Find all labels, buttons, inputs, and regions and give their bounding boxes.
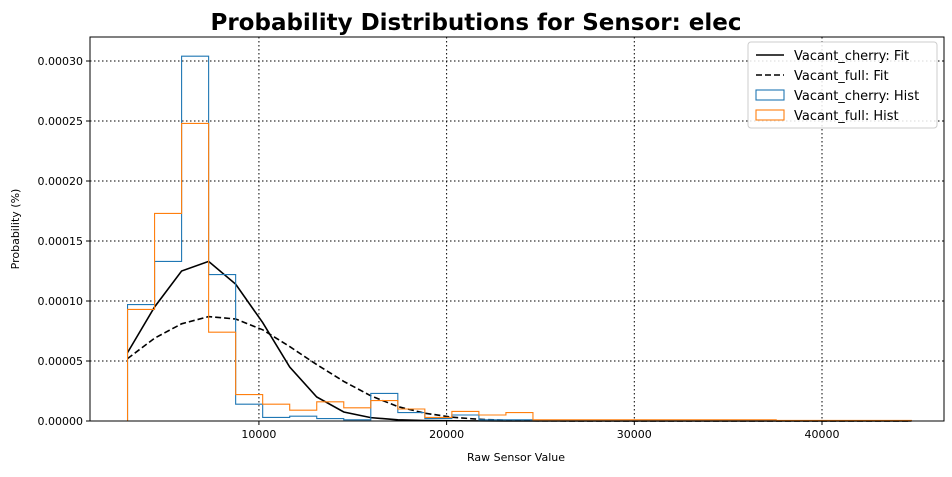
legend-entry-label: Vacant_cherry: Hist — [794, 89, 919, 104]
x-tick-label: 10000 — [241, 428, 276, 441]
chart-title: Probability Distributions for Sensor: el… — [210, 10, 741, 36]
plot-frame — [89, 36, 945, 422]
legend-entry-label: Vacant_cherry: Fit — [794, 49, 909, 64]
legend-box — [747, 41, 938, 129]
x-tick-label: 40000 — [805, 428, 840, 441]
y-axis-label: Probability (%) — [9, 189, 22, 270]
y-tick-label: 0.00005 — [38, 355, 84, 368]
y-tick-label: 0.00000 — [38, 415, 84, 428]
legend-swatch — [755, 89, 785, 101]
x-tick-label: 20000 — [429, 428, 464, 441]
x-axis-label: Raw Sensor Value — [467, 451, 565, 464]
legend: Vacant_cherry: Fit Vacant_full: Fit Vacant… — [747, 41, 938, 129]
y-tick-label: 0.00015 — [38, 235, 84, 248]
y-tick-label: 0.00010 — [38, 295, 84, 308]
tick-layer: 10000 20000 30000 40000 0.00000 0.00005 0.0001… — [38, 55, 840, 441]
x-tick-label: 30000 — [617, 428, 652, 441]
y-tick-label: 0.00030 — [38, 55, 84, 68]
y-tick-label: 0.00025 — [38, 115, 84, 128]
legend-swatch — [755, 109, 785, 121]
y-tick-label: 0.00020 — [38, 175, 84, 188]
histogram-series-3 — [126, 122, 912, 421]
legend-entry-label: Vacant_full: Fit — [794, 69, 889, 84]
legend-entry-label: Vacant_full: Hist — [794, 109, 899, 124]
